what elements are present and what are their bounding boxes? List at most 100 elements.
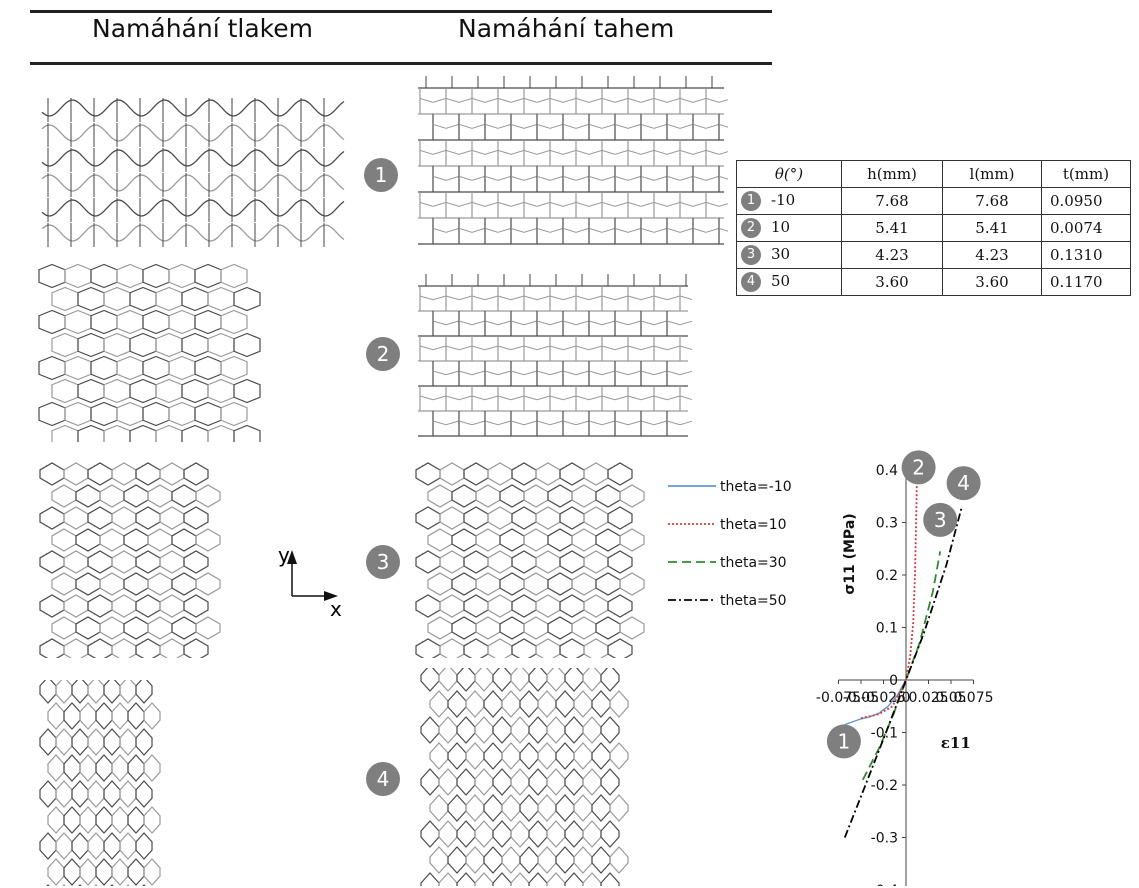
lattice-cell <box>99 528 125 552</box>
lattice-strut <box>562 320 590 326</box>
lattice-cell <box>463 506 489 530</box>
row-badge: 3 <box>741 245 761 265</box>
lattice-cell <box>447 690 467 718</box>
lattice-cell <box>99 572 125 596</box>
x-tick-label: -0.025 <box>861 690 906 706</box>
lattice-cell <box>90 401 118 427</box>
lattice-cell <box>143 806 161 834</box>
lattice-cell <box>451 616 477 640</box>
lattice-cell <box>168 355 196 381</box>
lattice-cell <box>110 884 114 886</box>
top-rule <box>30 10 772 13</box>
lattice-cell <box>39 832 57 860</box>
lattice-cell <box>87 594 113 618</box>
lattice-cell <box>523 484 549 508</box>
lattice-cell <box>233 332 261 358</box>
cell-l: 5.41 <box>942 214 1042 242</box>
lattice-cell <box>155 424 183 442</box>
lattice-strut <box>627 295 655 301</box>
lattice-strut <box>614 123 642 129</box>
lattice-cell <box>447 742 467 770</box>
lattice-cell <box>183 506 209 530</box>
lattice-strut <box>549 395 577 401</box>
lattice-cell <box>483 690 503 718</box>
lattice-cell <box>99 484 125 508</box>
lattice-strut <box>627 345 655 351</box>
lattice-cell <box>571 616 597 640</box>
lattice-cell <box>573 846 593 874</box>
lattice-cell <box>492 668 512 692</box>
lattice-strut <box>497 345 525 351</box>
lattice-cell <box>103 728 121 756</box>
lattice-cell <box>463 462 489 486</box>
series-line-4 <box>843 506 963 838</box>
lattice-strut <box>497 97 525 103</box>
lattice-strut <box>510 370 538 376</box>
lattice-cell <box>600 820 620 848</box>
lattice-cell <box>129 378 157 404</box>
lattice-cell <box>142 884 146 886</box>
lattice-cell <box>438 668 458 692</box>
lattice-strut <box>41 124 345 142</box>
lattice-cell <box>510 668 530 692</box>
x-tick-label: 0.025 <box>908 690 948 706</box>
lattice-strut <box>653 345 681 351</box>
lattice-cell <box>171 616 197 640</box>
lattice-cell <box>155 286 183 312</box>
lattice-cell <box>511 638 537 658</box>
th-t: t(mm) <box>1041 160 1131 188</box>
lattice-cell <box>159 638 185 658</box>
lattice-strut <box>601 395 629 401</box>
lattice-cell <box>429 794 449 822</box>
lattice-cell <box>573 794 593 822</box>
lattice-cell <box>94 884 98 886</box>
lattice-cell <box>523 528 549 552</box>
y-tick-label: 0.1 <box>876 621 898 637</box>
lattice-cell <box>38 355 66 381</box>
lattice-cell <box>609 794 629 822</box>
lattice-cell <box>55 780 73 808</box>
lattice-cell <box>39 550 65 574</box>
lattice-strut <box>627 149 655 155</box>
lattice-cell <box>555 742 575 770</box>
lattice-cell <box>75 528 101 552</box>
lattice-cell <box>159 550 185 574</box>
lattice-cell <box>111 754 129 782</box>
lattice-cell <box>600 668 620 692</box>
lattice-strut <box>432 320 460 326</box>
lattice-cell <box>159 506 185 530</box>
lattice-cell <box>194 309 222 335</box>
lattice-strut <box>419 295 447 301</box>
lattice-compression-4 <box>38 680 172 886</box>
lattice-cell <box>111 594 137 618</box>
lattice-cell <box>510 820 530 848</box>
lattice-cell <box>111 550 137 574</box>
lattice-strut <box>614 420 642 426</box>
lattice-strut <box>562 370 590 376</box>
lattice-strut <box>484 227 512 233</box>
lattice-cell <box>77 424 105 442</box>
lattice-cell <box>103 378 131 404</box>
lattice-strut <box>640 420 668 426</box>
lattice-cell <box>47 702 65 730</box>
header-compression: Namáhání tlakem <box>92 14 313 43</box>
lattice-cell <box>573 690 593 718</box>
lattice-cell <box>439 594 465 618</box>
lattice-cell <box>523 572 549 596</box>
lattice-cell <box>123 616 149 640</box>
lattice-cell <box>483 742 503 770</box>
lattice-strut <box>640 320 668 326</box>
lattice-cell <box>135 462 161 486</box>
lattice-cell <box>127 702 145 730</box>
lattice-strut <box>614 320 642 326</box>
lattice-cell <box>103 780 121 808</box>
chart-badge-label: 4 <box>957 471 970 495</box>
lattice-cell <box>499 484 525 508</box>
lattice-strut <box>705 149 728 155</box>
chart-badge-2: 2 <box>901 450 936 485</box>
lattice-cell <box>438 872 458 886</box>
lattice-cell <box>63 462 89 486</box>
lattice-cell <box>135 728 153 756</box>
stress-strain-chart: 0.4 0.3 0.2 0.1 0 -0.1 -0.2 -0.3 -0.4 -0.075-0.05… <box>668 450 994 886</box>
lattice-cell <box>119 832 137 860</box>
